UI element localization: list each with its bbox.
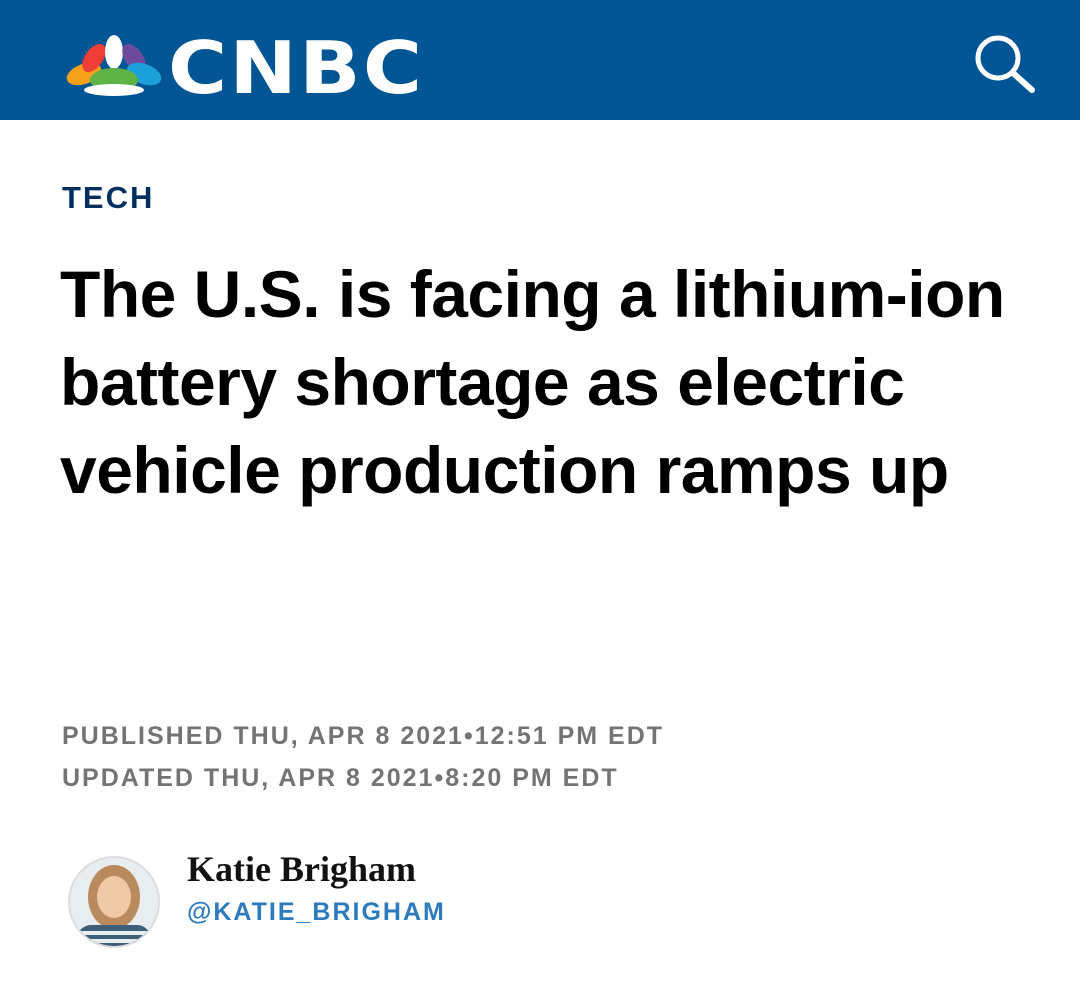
search-button[interactable] xyxy=(970,28,1040,98)
author-avatar[interactable] xyxy=(67,855,161,949)
author-handle[interactable]: @KATIE_BRIGHAM xyxy=(187,898,446,926)
published-date: PUBLISHED THU, APR 8 2021•12:51 PM EDT xyxy=(62,722,665,750)
top-bar: CNBC xyxy=(0,0,1080,120)
updated-date: UPDATED THU, APR 8 2021•8:20 PM EDT xyxy=(62,764,619,792)
author-name[interactable]: Katie Brigham xyxy=(187,849,416,889)
peacock-icon[interactable] xyxy=(64,34,164,98)
section-label[interactable]: TECH xyxy=(62,180,155,215)
headline: The U.S. is facing a lithium-ion battery… xyxy=(60,257,1005,507)
logo[interactable]: CNBC xyxy=(168,26,425,110)
